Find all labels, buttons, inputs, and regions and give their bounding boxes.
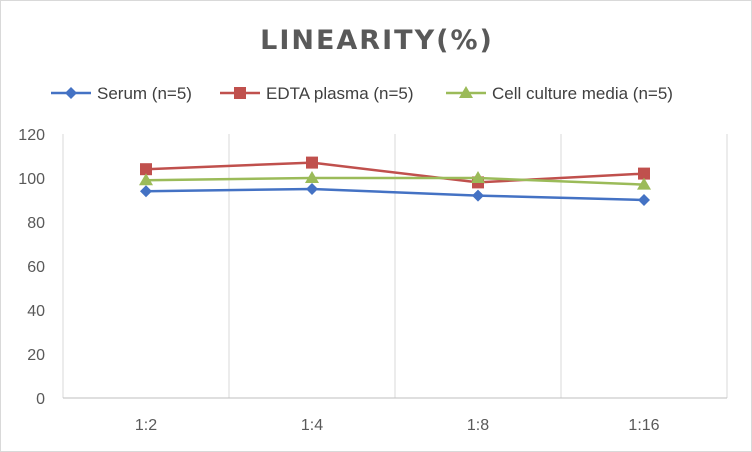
legend-item: Cell culture media (n=5) bbox=[446, 84, 673, 103]
series-group bbox=[139, 156, 651, 206]
series-line bbox=[145, 187, 645, 202]
series-1 bbox=[140, 183, 650, 206]
data-point bbox=[638, 167, 650, 180]
series-3 bbox=[139, 171, 651, 190]
data-point bbox=[638, 194, 650, 206]
data-point bbox=[637, 177, 651, 190]
data-point bbox=[140, 185, 152, 198]
legend-item: Serum (n=5) bbox=[51, 84, 192, 103]
x-tick-label: 1:2 bbox=[135, 417, 157, 434]
x-tick-label: 1:4 bbox=[301, 417, 323, 434]
y-tick-label: 40 bbox=[27, 303, 45, 320]
chart-title: LINEARITY(%) bbox=[260, 25, 494, 56]
y-tick-label: 60 bbox=[27, 259, 45, 276]
legend-item: EDTA plasma (n=5) bbox=[220, 84, 414, 103]
data-point bbox=[471, 171, 485, 183]
legend-marker bbox=[65, 87, 77, 99]
y-tick-label: 80 bbox=[27, 215, 45, 232]
legend-label: Serum (n=5) bbox=[97, 84, 192, 103]
x-tick-label: 1:16 bbox=[628, 417, 659, 434]
data-point bbox=[139, 173, 153, 186]
series-line bbox=[145, 161, 645, 184]
data-point bbox=[306, 156, 318, 169]
x-tick-labels: 1:2 1:4 1:8 1:16 bbox=[135, 417, 660, 434]
legend-label: Cell culture media (n=5) bbox=[492, 84, 673, 103]
data-point bbox=[140, 163, 152, 176]
data-point bbox=[306, 183, 318, 195]
series-line bbox=[145, 176, 645, 186]
y-tick-label: 120 bbox=[18, 127, 45, 144]
data-point bbox=[472, 189, 484, 202]
y-tick-label: 100 bbox=[18, 171, 45, 188]
data-point bbox=[305, 171, 319, 183]
legend-marker bbox=[234, 87, 246, 99]
x-tick-label: 1:8 bbox=[467, 417, 489, 434]
legend-marker bbox=[459, 86, 473, 98]
y-tick-label: 0 bbox=[36, 391, 45, 408]
y-tick-label: 20 bbox=[27, 347, 45, 364]
legend-label: EDTA plasma (n=5) bbox=[266, 84, 414, 103]
y-tick-labels: 0 20 40 60 80 100 120 bbox=[18, 127, 45, 408]
legend: Serum (n=5) EDTA plasma (n=5) Cell culture… bbox=[51, 84, 673, 103]
